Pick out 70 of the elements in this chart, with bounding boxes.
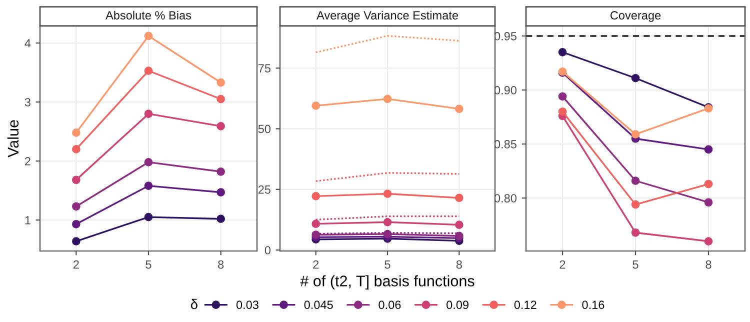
point: [72, 145, 80, 154]
legend-label: 0.06: [378, 300, 401, 310]
point: [144, 66, 153, 75]
point: [312, 220, 320, 228]
point: [631, 176, 640, 185]
point: [72, 128, 80, 137]
y-tick-label: 2: [25, 157, 30, 166]
x-tick-label: 2: [313, 260, 319, 269]
point: [558, 92, 567, 101]
point: [631, 130, 640, 138]
point: [631, 228, 640, 237]
point: [704, 180, 713, 188]
y-tick-label: 75: [258, 64, 270, 73]
x-tick-label: 2: [73, 260, 79, 269]
x-axis-title: # of (t2, T] basis functions: [300, 275, 474, 290]
x-tick-label: 2: [560, 260, 566, 269]
legend-label: 0.03: [236, 300, 258, 310]
point: [455, 104, 464, 114]
y-axis-title: Value: [7, 120, 19, 158]
legend-label: 0.09: [446, 300, 468, 310]
point: [216, 78, 225, 87]
point: [455, 194, 464, 202]
legend-label: 0.12: [514, 300, 536, 310]
point: [312, 102, 320, 110]
point: [558, 107, 567, 116]
legend-title: δ: [190, 298, 198, 310]
point: [455, 220, 464, 229]
point: [72, 202, 80, 211]
x-tick-label: 8: [218, 260, 224, 269]
point: [216, 167, 225, 176]
point: [144, 182, 153, 190]
legend-label: 0.045: [304, 300, 333, 310]
point: [216, 122, 225, 130]
point: [144, 32, 153, 40]
point: [312, 230, 320, 239]
chart-title: Absolute % Bias: [106, 10, 192, 20]
point: [383, 218, 392, 226]
point: [558, 48, 567, 56]
point: [144, 158, 153, 166]
point: [631, 200, 640, 209]
point: [72, 176, 80, 184]
point: [72, 220, 80, 228]
point: [631, 74, 640, 82]
y-tick-label: 50: [258, 124, 271, 134]
x-tick-label: 8: [456, 260, 462, 269]
point: [704, 145, 713, 154]
point: [312, 192, 320, 200]
point: [383, 94, 392, 104]
x-tick-label: 5: [146, 260, 152, 269]
point: [704, 237, 713, 246]
point: [216, 214, 225, 224]
chart-title: Coverage: [610, 11, 661, 22]
y-tick-label: 25: [258, 185, 270, 194]
point: [144, 212, 153, 222]
point: [383, 230, 392, 238]
x-tick-label: 8: [706, 260, 712, 269]
legend-label: 0.16: [582, 300, 604, 310]
point: [144, 110, 153, 118]
point: [383, 190, 392, 198]
point: [704, 198, 713, 207]
point: [216, 94, 225, 104]
y-tick-label: 0: [264, 246, 271, 254]
point: [72, 237, 80, 246]
x-tick-label: 5: [632, 260, 638, 269]
chart-title: Average Variance Estimate: [316, 10, 458, 22]
y-tick-label: 3: [24, 98, 30, 106]
x-tick-label: 5: [384, 260, 390, 269]
point: [216, 188, 225, 196]
y-tick-label: 4: [24, 39, 31, 48]
y-tick-label: 1: [25, 216, 30, 224]
